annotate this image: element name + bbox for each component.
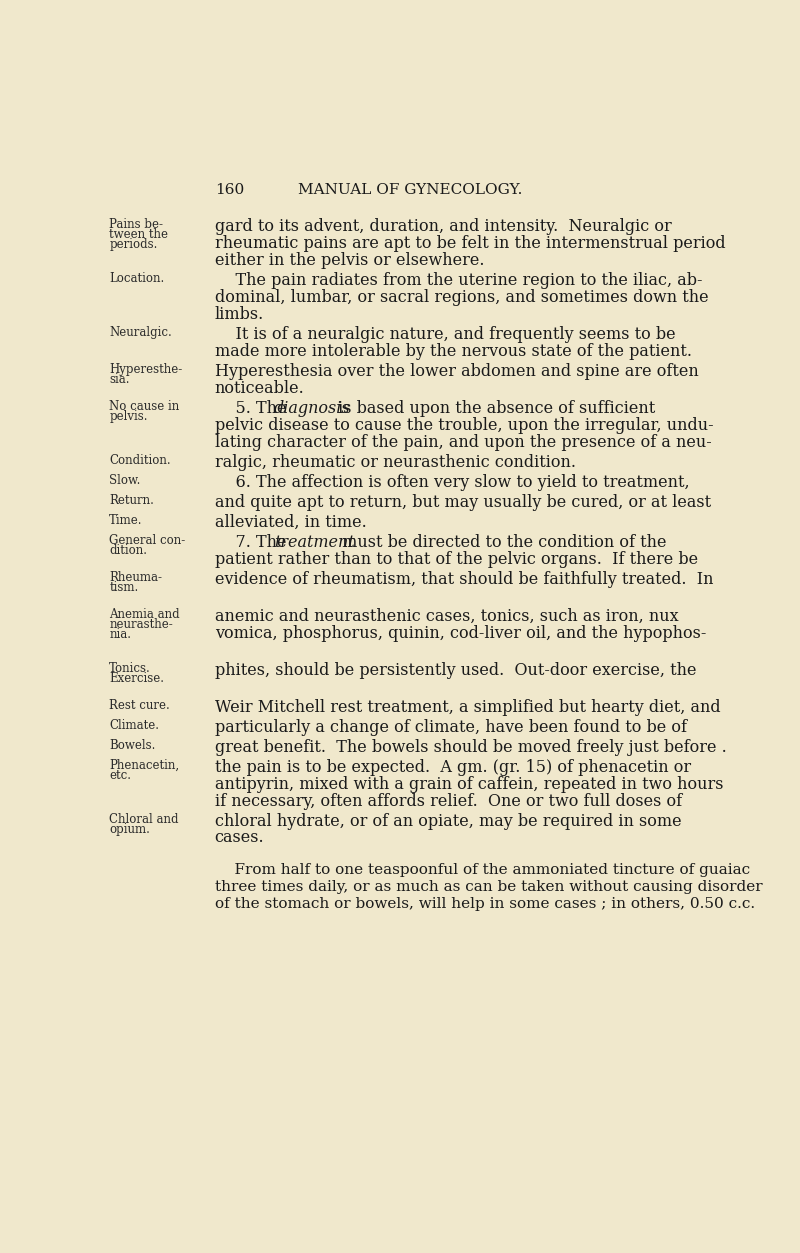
Text: diagnosis: diagnosis: [274, 400, 350, 417]
Text: Hyperesthe-: Hyperesthe-: [110, 363, 182, 376]
Text: The pain radiates from the uterine region to the iliac, ab-: The pain radiates from the uterine regio…: [214, 272, 702, 289]
Text: Pains be-: Pains be-: [110, 218, 163, 231]
Text: sia.: sia.: [110, 373, 130, 386]
Text: From half to one teaspoonful of the ammoniated tincture of guaiac: From half to one teaspoonful of the ammo…: [214, 863, 750, 877]
Text: opium.: opium.: [110, 822, 150, 836]
Text: pelvis.: pelvis.: [110, 410, 148, 422]
Text: evidence of rheumatism, that should be faithfully treated.  In: evidence of rheumatism, that should be f…: [214, 571, 714, 588]
Text: treatment: treatment: [274, 534, 354, 551]
Text: ralgic, rheumatic or neurasthenic condition.: ralgic, rheumatic or neurasthenic condit…: [214, 454, 576, 471]
Text: 6. The affection is often very slow to yield to treatment,: 6. The affection is often very slow to y…: [214, 474, 690, 491]
Text: the pain is to be expected.  A gm. (gr. 15) of phenacetin or: the pain is to be expected. A gm. (gr. 1…: [214, 758, 691, 776]
Text: vomica, phosphorus, quinin, cod-liver oil, and the hypophos-: vomica, phosphorus, quinin, cod-liver oi…: [214, 625, 706, 642]
Text: pelvic disease to cause the trouble, upon the irregular, undu-: pelvic disease to cause the trouble, upo…: [214, 417, 714, 434]
Text: 160: 160: [214, 183, 244, 197]
Text: particularly a change of climate, have been found to be of: particularly a change of climate, have b…: [214, 719, 686, 736]
Text: Weir Mitchell rest treatment, a simplified but hearty diet, and: Weir Mitchell rest treatment, a simplifi…: [214, 699, 720, 715]
Text: cases.: cases.: [214, 829, 264, 847]
Text: chloral hydrate, or of an opiate, may be required in some: chloral hydrate, or of an opiate, may be…: [214, 812, 682, 829]
Text: rheumatic pains are apt to be felt in the intermenstrual period: rheumatic pains are apt to be felt in th…: [214, 236, 726, 252]
Text: great benefit.  The bowels should be moved freely just before .: great benefit. The bowels should be move…: [214, 738, 726, 756]
Text: patient rather than to that of the pelvic organs.  If there be: patient rather than to that of the pelvi…: [214, 551, 698, 568]
Text: 5. The: 5. The: [214, 400, 291, 417]
Text: anemic and neurasthenic cases, tonics, such as iron, nux: anemic and neurasthenic cases, tonics, s…: [214, 608, 678, 625]
Text: Anemia and: Anemia and: [110, 608, 180, 620]
Text: alleviated, in time.: alleviated, in time.: [214, 514, 366, 531]
Text: lating character of the pain, and upon the presence of a neu-: lating character of the pain, and upon t…: [214, 434, 711, 451]
Text: made more intolerable by the nervous state of the patient.: made more intolerable by the nervous sta…: [214, 343, 692, 360]
Text: MANUAL OF GYNECOLOGY.: MANUAL OF GYNECOLOGY.: [298, 183, 522, 197]
Text: It is of a neuralgic nature, and frequently seems to be: It is of a neuralgic nature, and frequen…: [214, 326, 675, 343]
Text: gard to its advent, duration, and intensity.  Neuralgic or: gard to its advent, duration, and intens…: [214, 218, 671, 236]
Text: 7. The: 7. The: [214, 534, 291, 551]
Text: phites, should be persistently used.  Out-door exercise, the: phites, should be persistently used. Out…: [214, 662, 696, 679]
Text: General con-: General con-: [110, 534, 186, 546]
Text: Rheuma-: Rheuma-: [110, 571, 162, 584]
Text: Time.: Time.: [110, 514, 143, 526]
Text: is based upon the absence of sufficient: is based upon the absence of sufficient: [334, 400, 656, 417]
Text: Return.: Return.: [110, 494, 154, 506]
Text: tism.: tism.: [110, 581, 138, 594]
Text: etc.: etc.: [110, 768, 131, 782]
Text: Phenacetin,: Phenacetin,: [110, 758, 179, 772]
Text: antipyrin, mixed with a grain of caffein, repeated in two hours: antipyrin, mixed with a grain of caffein…: [214, 776, 723, 793]
Text: Neuralgic.: Neuralgic.: [110, 326, 172, 338]
Text: Exercise.: Exercise.: [110, 672, 164, 684]
Text: if necessary, often affords relief.  One or two full doses of: if necessary, often affords relief. One …: [214, 793, 682, 809]
Text: Slow.: Slow.: [110, 474, 141, 486]
Text: dominal, lumbar, or sacral regions, and sometimes down the: dominal, lumbar, or sacral regions, and …: [214, 289, 708, 306]
Text: limbs.: limbs.: [214, 306, 264, 323]
Text: three times daily, or as much as can be taken without causing disorder: three times daily, or as much as can be …: [214, 881, 762, 895]
Text: and quite apt to return, but may usually be cured, or at least: and quite apt to return, but may usually…: [214, 494, 711, 511]
Text: Location.: Location.: [110, 272, 165, 284]
Text: Hyperesthesia over the lower abdomen and spine are often: Hyperesthesia over the lower abdomen and…: [214, 363, 698, 380]
Text: Chloral and: Chloral and: [110, 812, 179, 826]
Text: noticeable.: noticeable.: [214, 380, 305, 397]
Text: tween the: tween the: [110, 228, 168, 241]
Text: No cause in: No cause in: [110, 400, 179, 412]
Text: nia.: nia.: [110, 628, 131, 640]
Text: dition.: dition.: [110, 544, 147, 556]
Text: of the stomach or bowels, will help in some cases ; in others, 0.50 c.c.: of the stomach or bowels, will help in s…: [214, 897, 755, 911]
Text: Tonics.: Tonics.: [110, 662, 151, 674]
Text: Rest cure.: Rest cure.: [110, 699, 170, 712]
Text: either in the pelvis or elsewhere.: either in the pelvis or elsewhere.: [214, 252, 484, 269]
Text: must be directed to the condition of the: must be directed to the condition of the: [337, 534, 666, 551]
Text: Condition.: Condition.: [110, 454, 171, 466]
Text: Bowels.: Bowels.: [110, 738, 156, 752]
Text: Climate.: Climate.: [110, 719, 159, 732]
Text: periods.: periods.: [110, 238, 158, 251]
Text: neurasthe-: neurasthe-: [110, 618, 173, 630]
